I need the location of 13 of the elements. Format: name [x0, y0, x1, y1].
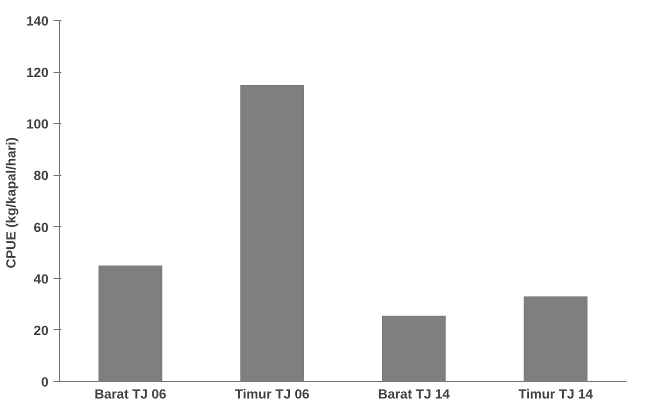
y-tick-label: 60 — [34, 220, 49, 235]
y-tick-label: 140 — [26, 14, 49, 28]
x-tick-label: Timur TJ 06 — [234, 386, 310, 402]
x-tick-label: Barat TJ 14 — [378, 386, 450, 402]
y-tick-label: 40 — [34, 271, 49, 286]
x-tick-label: Barat TJ 06 — [94, 386, 166, 402]
y-tick-label: 120 — [26, 65, 49, 80]
y-tick-label: 0 — [41, 374, 49, 390]
y-tick-label: 80 — [34, 168, 49, 184]
x-tick-label: Timur TJ 14 — [518, 386, 594, 402]
y-axis-title: CPUE (kg/kapal/hari) — [3, 137, 18, 268]
y-tick-label: 20 — [34, 322, 49, 338]
y-tick-label: 100 — [26, 116, 49, 132]
